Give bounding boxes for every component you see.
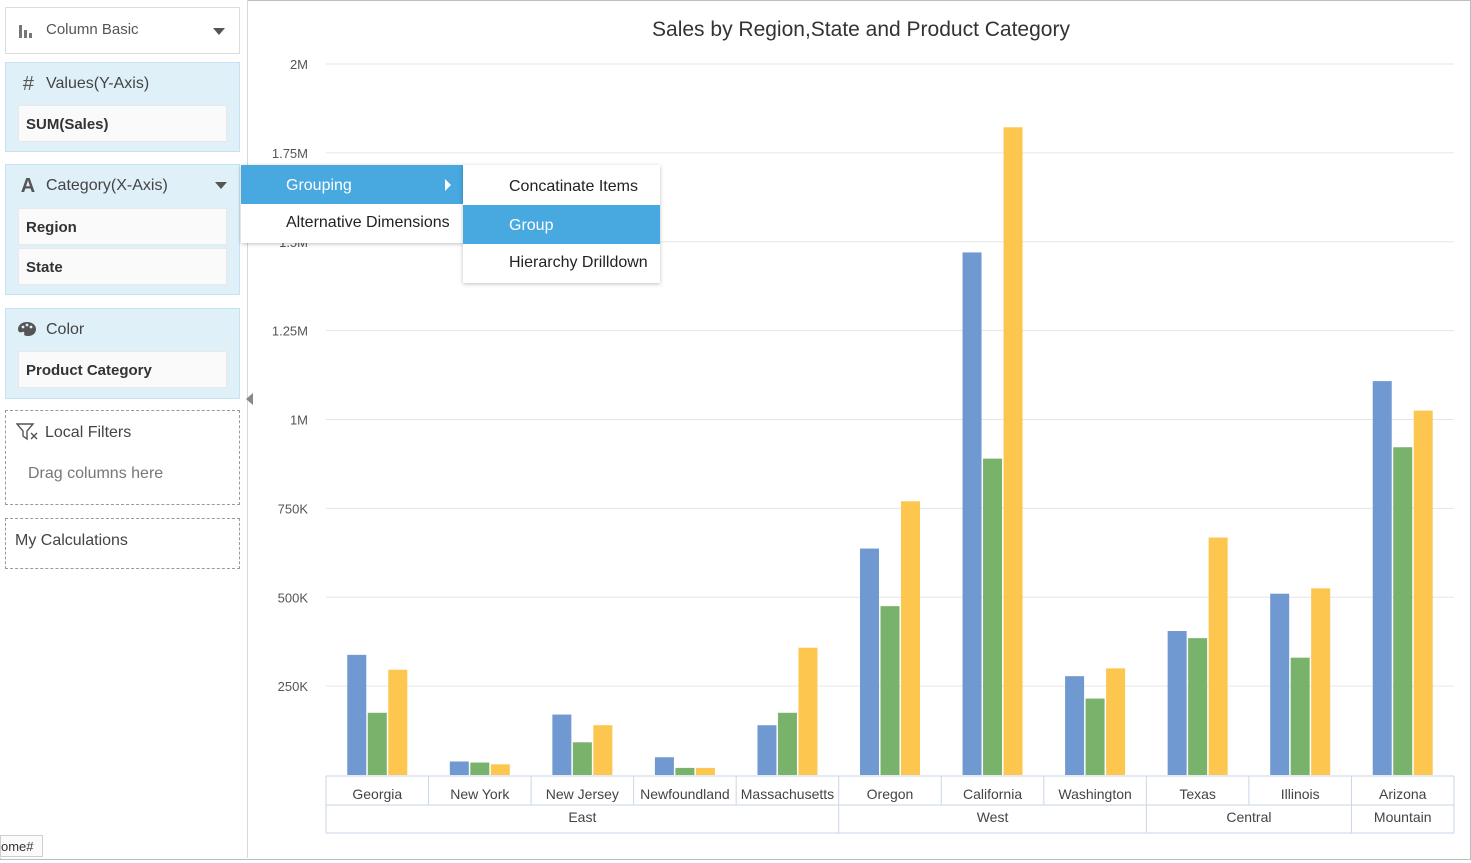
bar: [1372, 381, 1392, 775]
bar: [593, 725, 613, 775]
field-panel: Column Basic # Values(Y-Axis) SUM(Sales)…: [0, 0, 248, 858]
context-menu: Grouping Alternative Dimensions: [241, 165, 463, 243]
x-tick-label: California: [963, 786, 1022, 802]
bar: [1106, 668, 1126, 775]
menu-item-grouping-label: Grouping: [286, 177, 352, 194]
x-tick-label: New Jersey: [546, 786, 619, 802]
chevron-right-icon: [445, 179, 451, 191]
category-field-state[interactable]: State: [18, 248, 227, 285]
bar: [798, 647, 818, 775]
bar: [490, 764, 510, 775]
y-tick-label: 500K: [278, 590, 309, 605]
bar: [654, 757, 674, 775]
grouping-submenu: Concatinate Items Group Hierarchy Drilld…: [463, 165, 660, 283]
status-tooltip: ome#: [0, 835, 43, 857]
group-label: West: [977, 809, 1009, 825]
y-tick-label: 1.25M: [272, 324, 308, 339]
chevron-down-icon[interactable]: [215, 182, 227, 189]
column-chart-icon: [19, 25, 32, 38]
color-box-title: Color: [46, 321, 85, 338]
category-field-region[interactable]: Region: [18, 208, 227, 245]
submenu-item-group-label: Group: [509, 217, 554, 234]
chart-area: Sales by Region,State and Product Catego…: [248, 0, 1469, 858]
local-filters-title: Local Filters: [45, 424, 132, 441]
menu-item-alternative-dimensions[interactable]: Alternative Dimensions: [241, 204, 463, 243]
chart-type-selector[interactable]: Column Basic: [5, 7, 240, 54]
bar: [552, 714, 572, 775]
bar: [962, 252, 982, 776]
bar: [1188, 638, 1208, 775]
y-tick-label: 250K: [278, 679, 309, 694]
values-box: # Values(Y-Axis) SUM(Sales): [5, 62, 240, 152]
y-tick-label: 1M: [290, 413, 308, 428]
bar: [1413, 410, 1433, 775]
bar: [860, 548, 879, 775]
x-tick-label: Massachusetts: [741, 786, 834, 802]
bar: [347, 654, 367, 775]
bar: [1167, 631, 1187, 775]
hash-icon: #: [22, 73, 34, 95]
submenu-item-concatinate-label: Concatinate Items: [509, 178, 638, 195]
chart-title: Sales by Region,State and Product Catego…: [652, 18, 1070, 41]
bar: [1290, 657, 1310, 775]
group-label: East: [568, 809, 596, 825]
y-tick-label: 750K: [278, 501, 309, 516]
submenu-item-hierarchy-drilldown[interactable]: Hierarchy Drilldown: [463, 244, 660, 283]
category-box-title: Category(X-Axis): [46, 177, 168, 194]
menu-item-alternative-dimensions-label: Alternative Dimensions: [286, 214, 450, 231]
chart-type-label: Column Basic: [46, 21, 139, 38]
submenu-item-hierarchy-label: Hierarchy Drilldown: [509, 254, 648, 271]
my-calculations-title: My Calculations: [15, 532, 128, 549]
filter-icon: [16, 423, 38, 441]
x-tick-label: Oregon: [867, 786, 914, 802]
bar: [1393, 447, 1413, 775]
group-label: Mountain: [1374, 809, 1432, 825]
bar: [880, 606, 900, 775]
bar: [695, 767, 715, 775]
bar: [367, 712, 387, 775]
bar: [777, 712, 797, 775]
bar: [1085, 698, 1105, 775]
category-box: A Category(X-Axis) Region State: [5, 164, 240, 295]
x-tick-label: Newfoundland: [640, 786, 730, 802]
collapse-panel-icon[interactable]: [246, 393, 253, 405]
bar: [572, 742, 592, 775]
submenu-item-group[interactable]: Group: [463, 205, 660, 244]
bar: [901, 501, 920, 775]
palette-icon: [18, 322, 36, 336]
y-tick-label: 1.75M: [272, 146, 308, 161]
value-field-sum-sales[interactable]: SUM(Sales): [18, 105, 227, 142]
group-label: Central: [1226, 809, 1271, 825]
bar: [1003, 127, 1023, 776]
values-box-title: Values(Y-Axis): [46, 75, 150, 92]
x-tick-label: Washington: [1058, 786, 1131, 802]
bar: [449, 761, 469, 775]
submenu-item-concatinate-items[interactable]: Concatinate Items: [463, 165, 660, 205]
bar: [1311, 588, 1331, 775]
bar: [1065, 676, 1085, 775]
bar: [757, 725, 777, 775]
x-tick-label: Illinois: [1281, 786, 1320, 802]
bar: [1208, 537, 1228, 775]
x-tick-label: Arizona: [1379, 786, 1427, 802]
local-filters-box[interactable]: Local Filters Drag columns here: [5, 410, 240, 505]
bar: [1270, 593, 1290, 775]
text-a-icon: A: [20, 175, 36, 197]
bar: [470, 762, 490, 775]
x-tick-label: New York: [450, 786, 510, 802]
column-chart: Sales by Region,State and Product Catego…: [272, 18, 1455, 834]
bar: [388, 669, 408, 775]
chevron-down-icon[interactable]: [213, 28, 225, 35]
my-calculations-box[interactable]: My Calculations: [5, 518, 240, 569]
y-tick-label: 2M: [290, 57, 308, 72]
x-tick-label: Texas: [1179, 786, 1216, 802]
color-field-product-category[interactable]: Product Category: [18, 351, 227, 388]
local-filters-placeholder: Drag columns here: [28, 465, 164, 482]
color-box: Color Product Category: [5, 308, 240, 399]
bar: [983, 458, 1003, 775]
bar: [675, 767, 695, 775]
x-tick-label: Georgia: [352, 786, 402, 802]
menu-item-grouping[interactable]: Grouping: [241, 165, 463, 204]
